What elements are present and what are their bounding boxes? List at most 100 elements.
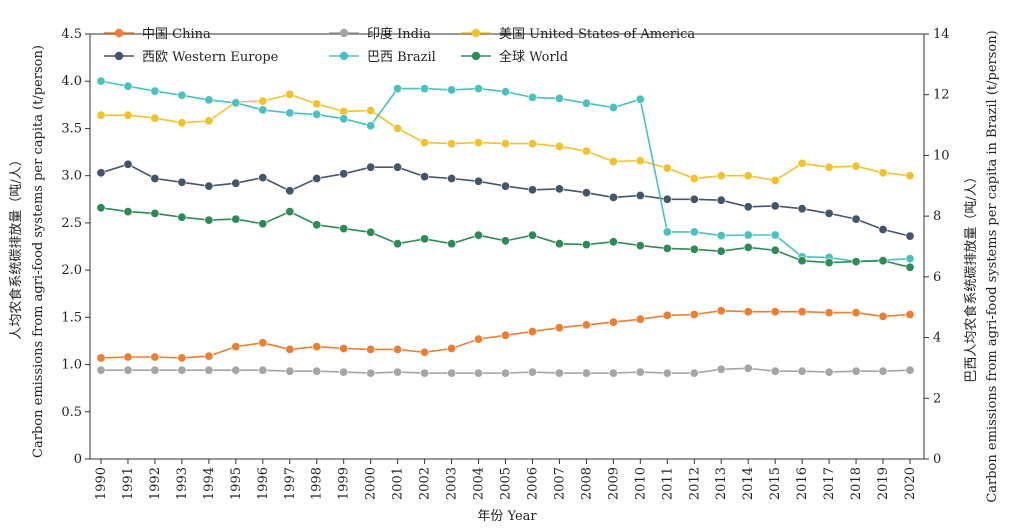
x-tick-label: 2020 <box>903 467 918 500</box>
data-point <box>204 365 214 375</box>
data-point <box>285 89 295 99</box>
data-point <box>608 368 618 378</box>
data-point <box>581 98 591 108</box>
legend-item: 全球 World <box>461 49 568 65</box>
data-point <box>393 123 403 133</box>
data-point <box>635 156 645 166</box>
data-point <box>689 309 699 319</box>
data-point <box>420 368 430 378</box>
data-point <box>743 363 753 373</box>
data-point <box>770 307 780 317</box>
data-point <box>581 146 591 156</box>
data-point <box>420 234 430 244</box>
series-layer <box>96 76 915 378</box>
y-right-tick-label: 0 <box>933 452 941 467</box>
data-point <box>905 254 915 264</box>
data-point <box>743 230 753 240</box>
data-point <box>581 188 591 198</box>
x-tick-label: 2012 <box>687 467 702 500</box>
data-point <box>285 207 295 217</box>
data-point <box>500 139 510 149</box>
x-tick-label: 1996 <box>256 467 271 500</box>
legend-label: 全球 World <box>499 49 568 65</box>
data-point <box>878 366 888 376</box>
x-tick-label: 2005 <box>499 467 514 500</box>
data-point <box>339 169 349 179</box>
y-right-axis-title-en: Carbon emissions from agri-food systems … <box>985 30 1000 502</box>
x-tick-label: 2008 <box>579 467 594 500</box>
data-point <box>231 342 241 352</box>
x-tick-label: 1994 <box>202 467 217 500</box>
y-right-tick-label: 8 <box>933 209 941 224</box>
data-point <box>177 90 187 100</box>
x-tick-label: 2002 <box>418 467 433 500</box>
data-point <box>500 330 510 340</box>
data-point <box>339 343 349 353</box>
data-point <box>689 227 699 237</box>
data-point <box>447 343 457 353</box>
data-point <box>231 214 241 224</box>
data-point <box>177 353 187 363</box>
y-left-tick-label: 3.0 <box>61 169 82 184</box>
data-point <box>743 202 753 212</box>
data-point <box>150 174 160 184</box>
data-point <box>797 158 807 168</box>
data-point <box>878 225 888 235</box>
data-point <box>554 368 564 378</box>
data-point <box>312 220 322 230</box>
data-point <box>797 256 807 266</box>
data-point <box>716 231 726 241</box>
data-point <box>393 162 403 172</box>
data-point <box>851 308 861 318</box>
data-point <box>96 76 106 86</box>
data-point <box>797 307 807 317</box>
y-left-tick-label: 2.5 <box>61 216 82 231</box>
data-point <box>447 85 457 95</box>
data-point <box>500 236 510 246</box>
data-point <box>554 93 564 103</box>
y-left-tick-label: 0.5 <box>61 405 82 420</box>
data-point <box>554 141 564 151</box>
data-point <box>662 227 672 237</box>
data-point <box>851 257 861 267</box>
y-left-tick-label: 0 <box>74 452 82 467</box>
y-left-tick-label: 4.5 <box>61 27 82 42</box>
data-point <box>662 163 672 173</box>
legend-swatch-marker <box>339 28 349 38</box>
data-point <box>420 84 430 94</box>
data-point <box>420 172 430 182</box>
data-point <box>447 239 457 249</box>
series-2 <box>96 89 915 185</box>
series-line <box>101 93 911 182</box>
y-right-tick-label: 2 <box>933 391 941 406</box>
x-tick-label: 1997 <box>283 467 298 500</box>
data-point <box>608 317 618 327</box>
data-point <box>878 168 888 178</box>
series-3 <box>96 159 915 241</box>
y-left-axis-title-cn: 人均农食系统碳排放量（吨/人） <box>8 153 24 339</box>
data-point <box>366 162 376 172</box>
data-point <box>473 138 483 148</box>
x-tick-label: 2010 <box>633 467 648 500</box>
data-point <box>420 138 430 148</box>
x-tick-label: 2000 <box>364 467 379 500</box>
data-point <box>770 201 780 211</box>
data-point <box>447 174 457 184</box>
data-point <box>366 227 376 237</box>
legend-label: 中国 China <box>142 27 211 42</box>
data-point <box>716 195 726 205</box>
data-point <box>204 215 214 225</box>
data-point <box>177 177 187 187</box>
x-tick-label: 1991 <box>121 467 136 500</box>
data-point <box>231 365 241 375</box>
data-point <box>824 208 834 218</box>
data-point <box>689 174 699 184</box>
data-point <box>123 365 133 375</box>
data-point <box>204 181 214 191</box>
data-point <box>527 185 537 195</box>
legend-label: 美国 United States of America <box>499 27 695 42</box>
data-point <box>150 352 160 362</box>
x-tick-label: 2014 <box>741 467 756 500</box>
data-point <box>339 114 349 124</box>
